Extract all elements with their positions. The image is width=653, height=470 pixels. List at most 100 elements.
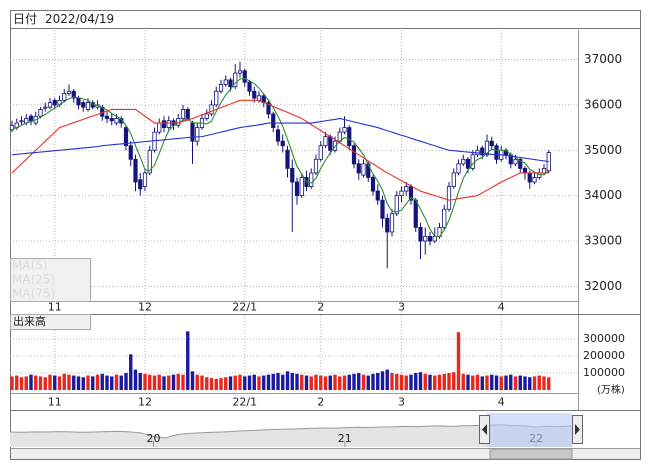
volume-unit: (万株) — [597, 383, 625, 396]
candle-body — [323, 136, 328, 147]
volume-bar — [509, 374, 513, 390]
volume-bar — [271, 373, 275, 390]
navigator-line — [9, 424, 573, 439]
volume-bar — [447, 373, 451, 390]
candle-body — [313, 158, 319, 174]
volume-bar — [133, 369, 138, 390]
volume-bar — [380, 371, 385, 390]
candle-body — [361, 163, 366, 176]
volume-bar — [399, 374, 404, 390]
navigator-window[interactable] — [487, 413, 572, 447]
candle-body — [138, 179, 143, 190]
candle-body — [52, 99, 57, 106]
candle-body — [294, 181, 300, 197]
volume-bar — [537, 375, 541, 390]
candle-body — [299, 177, 304, 197]
candle-body — [351, 145, 357, 165]
candle-body — [81, 102, 86, 108]
candle-body — [76, 97, 81, 106]
scrollbar-thumb[interactable] — [489, 448, 573, 460]
candle-body — [461, 158, 466, 165]
candle-body — [19, 120, 24, 123]
volume-bar — [43, 377, 47, 390]
candle-body — [413, 199, 418, 228]
volume-bar — [233, 375, 237, 390]
x-tick-label: 3 — [398, 396, 405, 409]
plot-layer: 32000 33000 34000 35000 36000 37000 11 12 22/1 2 3… — [9, 30, 625, 447]
volume-bar — [34, 375, 38, 390]
volume-bar — [190, 371, 195, 390]
volume-bar — [219, 378, 223, 390]
y-tick-label: 35000 — [584, 143, 622, 157]
volume-bar — [266, 374, 271, 390]
candle-body — [85, 102, 91, 110]
volume-bar — [513, 376, 518, 390]
candle-body — [375, 190, 380, 201]
volume-bar — [243, 376, 247, 390]
volume-bar — [152, 375, 157, 390]
volume-bar — [461, 373, 465, 390]
volume-bar — [276, 373, 280, 390]
candle-body — [43, 106, 48, 109]
ma-line — [11, 117, 549, 163]
candle-body — [71, 90, 76, 99]
volume-bar — [19, 377, 24, 390]
candle-body — [237, 70, 243, 74]
volume-bar — [247, 375, 252, 390]
volume-bar — [181, 374, 185, 390]
volume-bar — [95, 374, 100, 390]
x-tick-label: 12 — [138, 301, 152, 314]
candle-body — [480, 147, 485, 156]
candle-body — [104, 115, 110, 119]
candle-body — [147, 149, 152, 174]
candle-body — [347, 127, 352, 147]
y-tick-label: 300000 — [583, 332, 625, 345]
volume-bar — [24, 376, 28, 390]
candle-body — [190, 122, 195, 142]
volume-bar — [138, 373, 142, 390]
volume-bar — [361, 374, 366, 390]
volume-bar — [414, 373, 418, 390]
candle-body — [280, 140, 285, 147]
volume-bar — [475, 374, 480, 390]
scrollbar-track[interactable] — [11, 449, 640, 459]
volume-bar — [433, 375, 437, 390]
candle-body — [494, 145, 499, 160]
candle-body — [256, 95, 262, 101]
candle-body — [133, 158, 138, 183]
volume-bar — [371, 373, 375, 390]
x-tick-label: 2 — [317, 301, 324, 314]
y-tick-label: 32000 — [584, 279, 622, 293]
volume-bar — [423, 373, 427, 390]
volume-bar — [418, 372, 423, 390]
y-tick-label: 34000 — [584, 188, 622, 202]
volume-bar — [29, 374, 33, 390]
volume-bar — [352, 373, 356, 390]
candle-body — [290, 168, 295, 183]
candle-body — [541, 168, 547, 174]
x-tick-label: 2 — [317, 396, 324, 409]
candle-body — [180, 109, 186, 119]
candle-body — [66, 90, 72, 94]
y-tick-label: 36000 — [584, 97, 622, 111]
x-tick-label: 22/1 — [232, 396, 257, 409]
volume-bar — [228, 376, 233, 390]
candle-body — [527, 172, 532, 183]
volume-bar — [366, 375, 370, 390]
volume-bar — [171, 374, 176, 390]
candle-body — [209, 104, 214, 115]
candle-body — [484, 140, 490, 156]
volume-bar — [209, 378, 214, 390]
volume-bar — [437, 374, 442, 390]
volume-bar — [376, 373, 380, 390]
candle-body — [214, 90, 219, 106]
candle-body — [161, 120, 167, 128]
candle-body — [389, 213, 395, 233]
candle-body — [123, 127, 129, 147]
candle-body — [399, 190, 404, 197]
volume-title: 出来高 — [13, 314, 46, 328]
candle-body — [309, 172, 314, 187]
volume-bar — [148, 374, 152, 390]
x-tick-label: 11 — [48, 301, 62, 314]
volume-bar — [319, 375, 323, 390]
